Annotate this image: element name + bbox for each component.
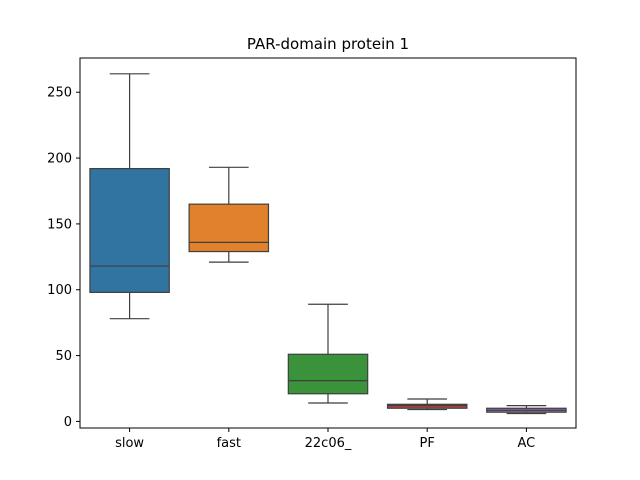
axes-frame <box>79 57 577 429</box>
y-tick-label: 100 <box>47 283 72 298</box>
chart-title: PAR-domain protein 1 <box>247 35 409 53</box>
y-tick-label: 50 <box>55 349 72 364</box>
x-tick-label: 22c06_ <box>305 436 352 451</box>
y-tick-label: 0 <box>64 415 72 430</box>
y-tick-label: 250 <box>47 86 72 101</box>
box-slow <box>89 168 170 293</box>
x-tick-label: fast <box>217 436 241 451</box>
box-fast <box>188 203 270 253</box>
y-tick-label: 150 <box>47 217 72 232</box>
x-tick-label: PF <box>420 436 435 451</box>
y-tick-label: 200 <box>47 152 72 167</box>
x-tick-label: slow <box>115 436 144 451</box>
plot-area: 0 50 100 150 200 250 slow fast 22c06_ PF AC <box>47 57 577 451</box>
box-22c06_ <box>287 353 369 395</box>
x-tick-label: AC <box>518 436 536 451</box>
box-PF <box>386 403 468 409</box>
